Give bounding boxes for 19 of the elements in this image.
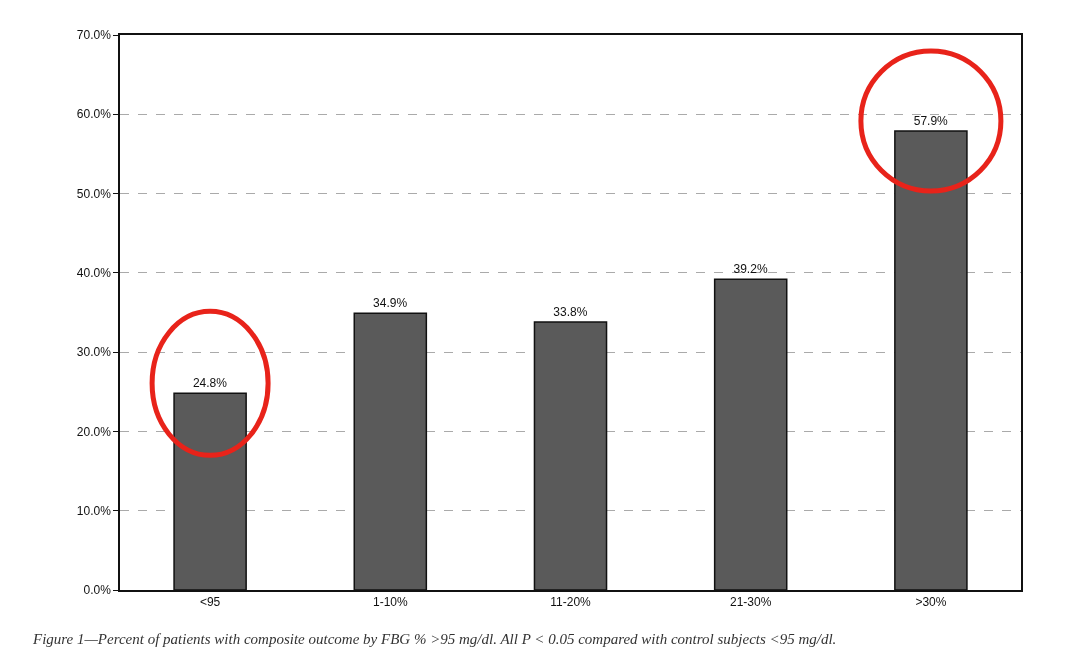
y-tick-label: 70.0%	[76, 28, 112, 43]
y-tick-label: 20.0%	[76, 424, 112, 439]
x-tick-label: 11-20%	[550, 595, 592, 610]
y-tick-label: 0.0%	[83, 583, 112, 598]
data-label: 33.8%	[553, 305, 588, 320]
data-label: 24.8%	[192, 376, 228, 391]
y-tick-label: 40.0%	[76, 266, 112, 281]
y-tick-label: 50.0%	[76, 186, 112, 201]
y-tick-label: 10.0%	[76, 503, 112, 518]
data-label: 34.9%	[373, 296, 408, 311]
y-tick-label: 60.0%	[76, 107, 112, 122]
data-label: 57.9%	[913, 113, 949, 128]
x-tick-label: <95	[199, 595, 221, 610]
x-tick-label: 1-10%	[372, 595, 408, 610]
x-tick-label: 21-30%	[730, 595, 772, 610]
y-tick-label: 30.0%	[76, 345, 112, 360]
caption: Figure 1—Percent of patients with composite outcome by FBG % >95 mg/dl. All P < 0.05 compared with control subjects <95 mg/dl.	[32, 631, 837, 647]
x-tick-label: >30%	[915, 595, 947, 610]
data-label: 39.2%	[733, 262, 768, 277]
